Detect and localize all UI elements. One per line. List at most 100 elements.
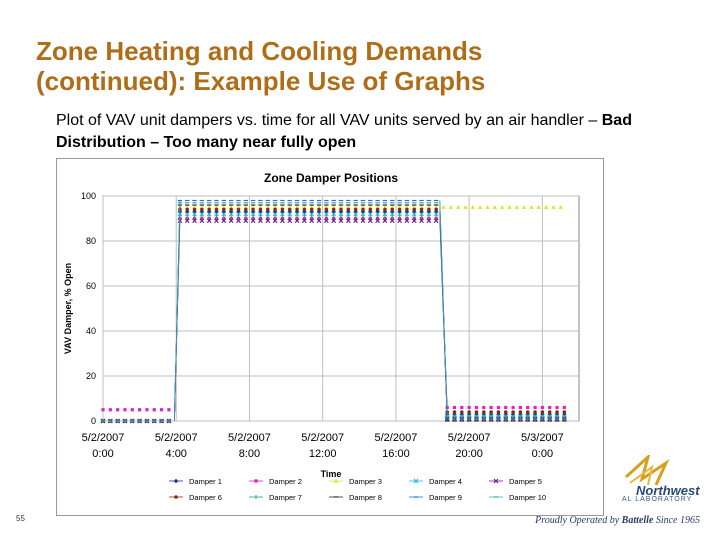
data-point: [295, 216, 299, 221]
data-point: [152, 408, 156, 412]
data-point: [536, 205, 541, 209]
data-point: [243, 218, 249, 224]
data-point: [434, 216, 438, 221]
data-point: [463, 205, 468, 209]
data-point: [302, 205, 307, 209]
data-point: [555, 410, 559, 414]
logo-subtext: AL LABORATORY: [622, 496, 693, 503]
data-point: [514, 205, 519, 209]
data-point: [272, 211, 278, 217]
data-point: [460, 410, 464, 414]
data-point: [258, 211, 263, 217]
data-point: [250, 209, 256, 214]
legend-label: Damper 10: [509, 493, 546, 502]
legend-entry: Damper 5: [489, 477, 542, 486]
data-point: [518, 410, 523, 414]
data-point: [244, 216, 248, 221]
data-point: [214, 205, 219, 209]
data-point: [287, 205, 292, 209]
page-number: 55: [16, 514, 25, 523]
y-tick-label: 20: [86, 371, 96, 381]
data-point: [434, 207, 439, 212]
data-point: [250, 218, 256, 224]
data-point: [251, 216, 255, 221]
data-point: [496, 405, 501, 410]
data-point: [389, 211, 395, 217]
data-point: [273, 216, 277, 221]
x-tick-label: 4:00: [166, 448, 187, 460]
data-point: [243, 205, 248, 209]
data-point: [316, 205, 322, 209]
legend-marker: [254, 479, 258, 483]
series-10: [100, 202, 567, 422]
data-point: [441, 205, 446, 209]
data-point: [324, 205, 329, 209]
data-point: [361, 207, 365, 212]
data-point: [324, 207, 329, 212]
data-point: [214, 209, 219, 214]
data-point: [543, 205, 549, 209]
data-point: [482, 410, 486, 414]
data-point: [397, 218, 402, 224]
y-tick-label: 80: [86, 236, 96, 246]
data-point: [339, 216, 343, 221]
data-point: [547, 410, 552, 414]
slide-subtitle: Plot of VAV unit dampers vs. time for al…: [56, 110, 706, 154]
data-point: [294, 218, 300, 224]
data-point: [499, 205, 505, 209]
data-point: [251, 207, 255, 212]
data-point: [331, 205, 336, 209]
x-tick-label: 5/3/2007: [521, 432, 564, 444]
subtitle-text: Plot of VAV unit dampers vs. time for al…: [56, 112, 602, 129]
data-point: [525, 410, 530, 414]
data-point: [236, 216, 241, 221]
tagline-post: Since 1965: [653, 515, 700, 526]
legend-label: Damper 4: [429, 477, 462, 486]
data-point: [382, 211, 388, 217]
data-point: [353, 205, 358, 209]
data-point: [434, 205, 439, 209]
data-point: [367, 211, 373, 217]
data-point: [529, 205, 534, 209]
data-point: [555, 405, 559, 410]
data-point: [353, 211, 359, 217]
data-point: [562, 410, 567, 414]
data-point: [412, 205, 417, 209]
data-point: [228, 211, 234, 217]
data-point: [145, 408, 149, 412]
data-point: [228, 205, 234, 209]
data-point: [287, 218, 293, 224]
data-point: [250, 211, 256, 217]
legend-label: Damper 1: [189, 477, 222, 486]
legend-entry: Damper 10: [489, 493, 546, 502]
data-point: [301, 218, 307, 224]
data-point: [548, 405, 552, 410]
data-point: [382, 205, 388, 209]
data-point: [419, 218, 424, 224]
data-point: [222, 216, 226, 221]
data-point: [331, 218, 337, 224]
data-point: [419, 207, 424, 212]
data-point: [243, 211, 249, 217]
legend-marker: [413, 478, 419, 484]
data-point: [496, 410, 501, 414]
x-tick-label: 5/2/2007: [375, 432, 418, 444]
data-point: [412, 207, 417, 212]
data-point: [185, 216, 189, 221]
data-point: [200, 216, 204, 221]
data-point: [503, 410, 508, 414]
legend-entry: Damper 8: [329, 493, 382, 502]
data-point: [338, 218, 344, 224]
data-point: [236, 218, 241, 224]
data-point: [390, 216, 394, 221]
data-point: [265, 205, 270, 209]
data-point: [511, 410, 515, 414]
data-point: [389, 218, 395, 224]
data-point: [345, 211, 351, 217]
data-point: [397, 207, 402, 212]
data-point: [375, 218, 381, 224]
data-point: [360, 218, 366, 224]
data-point: [426, 205, 432, 209]
data-point: [214, 216, 219, 221]
slide-title-line2: (continued): Example Use of Graphs: [36, 66, 486, 96]
